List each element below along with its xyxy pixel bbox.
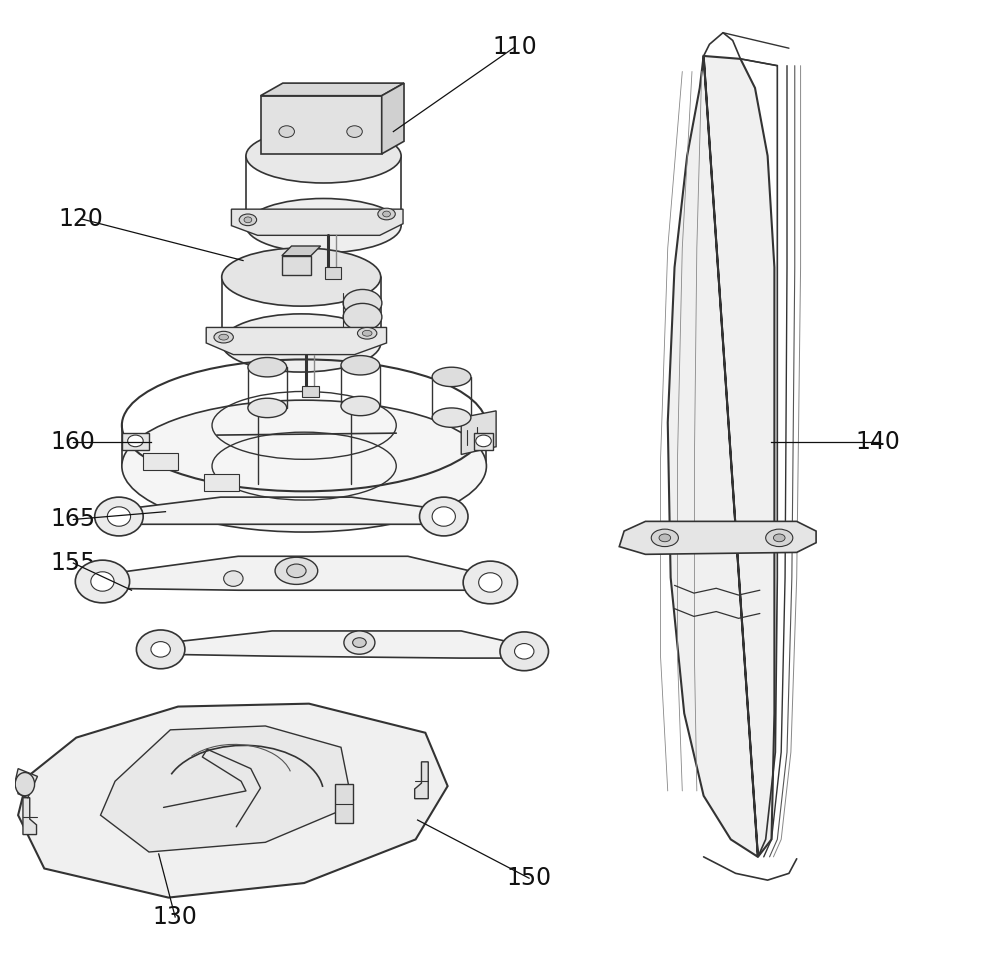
Polygon shape bbox=[261, 84, 404, 96]
Ellipse shape bbox=[219, 334, 229, 340]
Ellipse shape bbox=[151, 642, 170, 657]
Text: 140: 140 bbox=[856, 430, 901, 453]
Ellipse shape bbox=[463, 561, 517, 604]
Polygon shape bbox=[261, 96, 382, 153]
Ellipse shape bbox=[343, 289, 382, 317]
Text: 120: 120 bbox=[59, 207, 104, 231]
Polygon shape bbox=[474, 433, 493, 450]
Ellipse shape bbox=[222, 314, 381, 372]
Polygon shape bbox=[15, 769, 37, 798]
Ellipse shape bbox=[432, 507, 455, 526]
Ellipse shape bbox=[224, 571, 243, 586]
Text: 130: 130 bbox=[153, 905, 198, 929]
Ellipse shape bbox=[91, 572, 114, 591]
Ellipse shape bbox=[248, 357, 287, 377]
Text: 110: 110 bbox=[492, 35, 537, 59]
Polygon shape bbox=[382, 84, 404, 153]
Ellipse shape bbox=[222, 248, 381, 306]
Ellipse shape bbox=[128, 435, 143, 447]
Polygon shape bbox=[619, 521, 816, 554]
Ellipse shape bbox=[383, 211, 390, 217]
Polygon shape bbox=[161, 631, 524, 658]
Polygon shape bbox=[668, 56, 774, 856]
Polygon shape bbox=[18, 704, 448, 897]
Polygon shape bbox=[302, 385, 319, 397]
Ellipse shape bbox=[420, 497, 468, 536]
Ellipse shape bbox=[248, 398, 287, 418]
Text: 150: 150 bbox=[507, 866, 552, 890]
Polygon shape bbox=[282, 255, 311, 275]
Ellipse shape bbox=[432, 408, 471, 427]
Text: 160: 160 bbox=[51, 430, 96, 453]
Polygon shape bbox=[102, 556, 490, 590]
Ellipse shape bbox=[341, 396, 380, 416]
Ellipse shape bbox=[343, 303, 382, 330]
Polygon shape bbox=[122, 433, 149, 450]
Polygon shape bbox=[282, 246, 321, 255]
Ellipse shape bbox=[122, 400, 486, 532]
Ellipse shape bbox=[75, 560, 130, 603]
Text: 155: 155 bbox=[51, 552, 96, 575]
Ellipse shape bbox=[515, 644, 534, 659]
Ellipse shape bbox=[347, 126, 362, 138]
Ellipse shape bbox=[15, 773, 35, 796]
Polygon shape bbox=[119, 497, 444, 524]
Polygon shape bbox=[461, 411, 496, 454]
Ellipse shape bbox=[362, 330, 372, 336]
Ellipse shape bbox=[479, 573, 502, 592]
Polygon shape bbox=[335, 785, 353, 823]
Polygon shape bbox=[206, 327, 387, 354]
Ellipse shape bbox=[279, 126, 294, 138]
Ellipse shape bbox=[341, 355, 380, 375]
Ellipse shape bbox=[246, 129, 401, 183]
Ellipse shape bbox=[353, 638, 366, 648]
Ellipse shape bbox=[378, 208, 395, 219]
Ellipse shape bbox=[95, 497, 143, 536]
Text: 165: 165 bbox=[51, 508, 96, 531]
Polygon shape bbox=[415, 762, 428, 799]
Ellipse shape bbox=[246, 198, 401, 252]
Ellipse shape bbox=[107, 507, 131, 526]
Ellipse shape bbox=[214, 331, 233, 343]
Ellipse shape bbox=[136, 630, 185, 669]
Polygon shape bbox=[143, 452, 178, 470]
Ellipse shape bbox=[773, 534, 785, 542]
Ellipse shape bbox=[344, 631, 375, 654]
Ellipse shape bbox=[651, 529, 678, 547]
Ellipse shape bbox=[766, 529, 793, 547]
Ellipse shape bbox=[357, 327, 377, 339]
Ellipse shape bbox=[275, 557, 318, 585]
Ellipse shape bbox=[432, 367, 471, 386]
Ellipse shape bbox=[244, 217, 252, 222]
Ellipse shape bbox=[476, 435, 491, 447]
Polygon shape bbox=[23, 798, 37, 834]
Ellipse shape bbox=[500, 632, 548, 671]
Ellipse shape bbox=[287, 564, 306, 578]
Ellipse shape bbox=[239, 214, 257, 225]
Polygon shape bbox=[325, 267, 341, 279]
Polygon shape bbox=[101, 726, 353, 852]
Polygon shape bbox=[204, 474, 239, 491]
Ellipse shape bbox=[659, 534, 671, 542]
Polygon shape bbox=[231, 209, 403, 235]
